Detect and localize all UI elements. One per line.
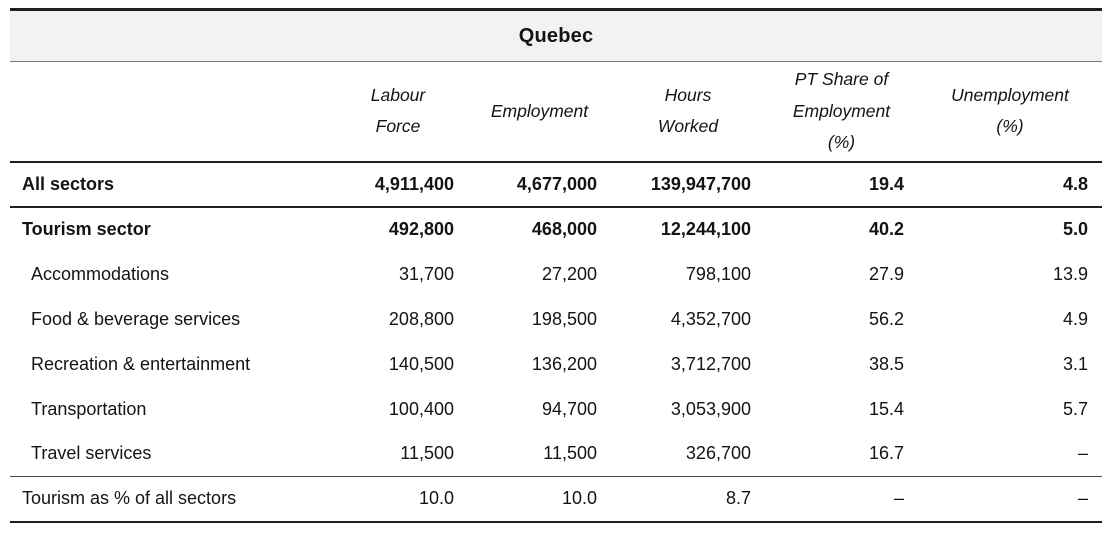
data-cell: 3,712,700: [670, 353, 751, 374]
table-row-travel-services: Travel services 11,500 11,500 326,700 16…: [10, 431, 1103, 477]
data-cell: –: [918, 431, 1103, 477]
data-cell: 4,911,400: [328, 161, 468, 208]
quebec-stats-table: Quebec Labour Force Employment Hours Wor…: [10, 8, 1103, 523]
data-cell: 4,352,700: [670, 308, 751, 329]
data-cell: 326,700: [611, 431, 765, 477]
data-cell: 15.4: [868, 398, 904, 419]
column-header-empty: [10, 61, 328, 163]
row-label: Recreation & entertainment: [31, 353, 251, 374]
data-cell: 11,500: [468, 431, 611, 477]
table-row-all-sectors: All sectors 4,911,400 4,677,000 139,947,…: [10, 161, 1103, 208]
table-row-transportation: Transportation 100,400 94,700 3,053,900 …: [10, 387, 1102, 432]
data-cell: 27.9: [868, 263, 904, 284]
data-cell: 3,053,900: [670, 398, 751, 419]
data-cell: 798,100: [685, 263, 751, 284]
data-cell: 56.2: [868, 308, 904, 329]
title-row: Quebec: [10, 8, 1103, 62]
data-cell: 27,200: [541, 263, 597, 284]
data-cell: 11,500: [328, 431, 468, 477]
column-header-row: Labour Force Employment Hours Worked PT …: [10, 61, 1103, 163]
table-row-recreation-entertainment: Recreation & entertainment 140,500 136,2…: [10, 342, 1102, 387]
data-cell: 4,677,000: [468, 161, 611, 208]
data-cell: 8.7: [611, 476, 765, 523]
data-cell: –: [918, 476, 1103, 523]
column-header-hours-worked: Hours Worked: [611, 61, 765, 163]
row-label: Food & beverage services: [31, 308, 241, 329]
data-cell: 4.9: [1063, 308, 1089, 329]
data-cell: 19.4: [765, 161, 918, 208]
row-label: Tourism sector: [22, 219, 151, 239]
row-label: Travel services: [10, 431, 328, 477]
table-row-tourism-share-summary: Tourism as % of all sectors 10.0 10.0 8.…: [10, 476, 1103, 523]
row-label: Transportation: [31, 398, 147, 419]
data-cell: 40.2: [868, 219, 904, 239]
data-cell: 468,000: [531, 219, 597, 239]
data-cell: 5.7: [1063, 398, 1089, 419]
column-header-unemployment: Unemployment (%): [918, 61, 1103, 163]
data-cell: 10.0: [468, 476, 611, 523]
column-header-labour-force: Labour Force: [328, 61, 468, 163]
data-cell: 208,800: [388, 308, 454, 329]
data-cell: 198,500: [531, 308, 597, 329]
data-cell: 94,700: [541, 398, 597, 419]
table-row-food-beverage: Food & beverage services 208,800 198,500…: [10, 297, 1102, 342]
row-label: All sectors: [10, 161, 328, 208]
data-cell: 4.8: [918, 161, 1103, 208]
column-header-pt-share: PT Share of Employment (%): [765, 61, 918, 163]
table-title: Quebec: [10, 8, 1103, 62]
data-cell: 100,400: [388, 398, 454, 419]
row-label: Accommodations: [31, 263, 170, 284]
data-cell: –: [765, 476, 918, 523]
data-cell: 38.5: [868, 353, 904, 374]
data-cell: 5.0: [1063, 219, 1089, 239]
data-cell: 136,200: [531, 353, 597, 374]
row-label: Tourism as % of all sectors: [10, 476, 328, 523]
column-header-employment: Employment: [468, 61, 611, 163]
data-cell: 3.1: [1063, 353, 1089, 374]
data-cell: 16.7: [765, 431, 918, 477]
data-cell: 31,700: [398, 263, 454, 284]
data-cell: 13.9: [1053, 263, 1089, 284]
table-row-accommodations: Accommodations 31,700 27,200 798,100 27.…: [10, 252, 1102, 297]
data-cell: 139,947,700: [611, 161, 765, 208]
data-cell: 140,500: [388, 353, 454, 374]
data-cell: 12,244,100: [660, 219, 751, 239]
data-cell: 10.0: [328, 476, 468, 523]
data-cell: 492,800: [388, 219, 454, 239]
table-row-tourism-sector: Tourism sector 492,800 468,000 12,244,10…: [10, 207, 1102, 252]
